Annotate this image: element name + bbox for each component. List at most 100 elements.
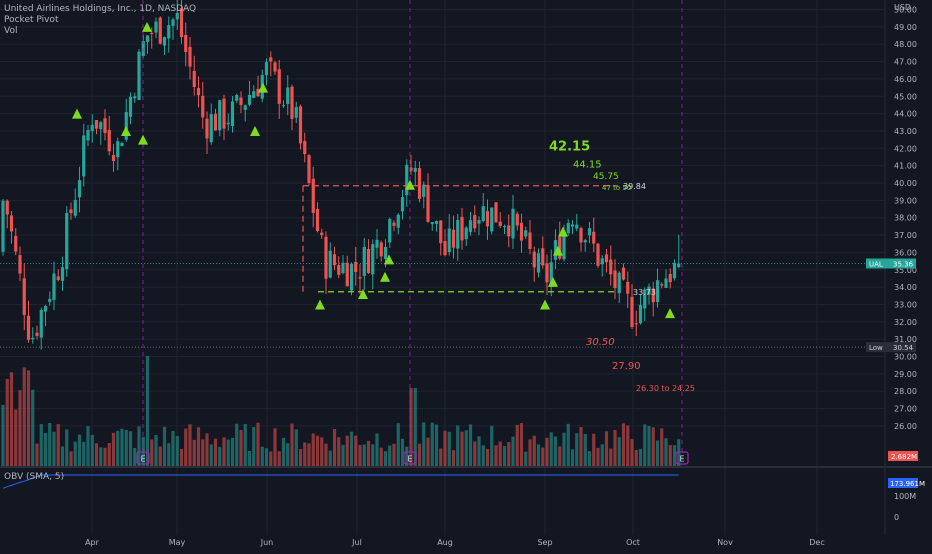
legend-vol: Vol <box>4 26 18 36</box>
candle-body <box>541 248 545 266</box>
candle-body <box>388 218 392 243</box>
candle-body <box>332 254 337 266</box>
volume-bar <box>638 448 643 466</box>
volume-bar <box>264 448 269 466</box>
candle-body <box>243 105 247 110</box>
candle-body <box>430 222 434 225</box>
volume-bar <box>400 438 405 466</box>
volume-bar <box>65 429 69 466</box>
candle-body <box>298 106 303 144</box>
candle-body <box>133 96 137 99</box>
candle-body <box>362 246 366 276</box>
candle-body <box>303 140 307 154</box>
price-tick-label: 49.00 <box>894 23 917 32</box>
candle-body <box>111 154 116 162</box>
price-tick-label: 43.00 <box>894 127 917 136</box>
price-tick-label: 37.00 <box>894 231 917 240</box>
volume-bar <box>413 388 417 466</box>
volume-bar <box>150 439 154 466</box>
volume-bar <box>124 429 128 466</box>
volume-bar <box>171 430 175 466</box>
volume-bar <box>196 427 201 466</box>
candle-body <box>86 130 90 141</box>
candle-body <box>494 202 498 223</box>
candle-body <box>281 105 286 107</box>
volume-bar <box>621 423 626 466</box>
volume-bar <box>260 446 264 466</box>
obv-badge: 173.961M <box>888 478 925 488</box>
volume-bar <box>218 446 222 466</box>
candle-body <box>77 180 82 198</box>
candle-body <box>545 263 549 283</box>
candle-body <box>154 21 158 33</box>
volume-bar <box>456 425 460 466</box>
last-price-badge: UAL 35.36 <box>866 258 916 269</box>
volume-bar <box>422 422 426 466</box>
price-tick-label: 30.00 <box>894 353 917 362</box>
volume-bar <box>201 439 205 466</box>
volume-bar <box>579 427 583 466</box>
candle-body <box>90 124 94 132</box>
earnings-box <box>675 451 689 465</box>
candle-body <box>400 197 405 212</box>
earnings-box <box>403 451 417 465</box>
candle-body <box>468 220 473 232</box>
price-tick-label: 45.00 <box>894 92 917 101</box>
price-tick-label: 31.00 <box>894 335 917 344</box>
obv-badge-value: 173.961M <box>890 480 925 488</box>
price-tick-label: 33.00 <box>894 300 917 309</box>
volume-bar <box>26 370 31 466</box>
candle-body <box>524 230 528 237</box>
volume-bar <box>575 433 579 466</box>
candle-body <box>124 112 128 140</box>
target-44-15: 44.15 <box>573 160 602 171</box>
downside-26-30-to-24-25: 26.30 to 24.25 <box>636 384 695 393</box>
legend-pocket-pivot: Pocket Pivot <box>4 15 59 25</box>
volume-bar <box>417 443 422 466</box>
volume-bar <box>281 437 286 466</box>
volume-bar <box>35 443 39 466</box>
earnings-marker: E <box>403 451 417 465</box>
volume-bar <box>498 441 502 466</box>
volume-bar <box>430 422 434 466</box>
candle-body <box>94 120 99 129</box>
volume-bar <box>570 449 575 466</box>
volume-bar <box>133 447 137 466</box>
candle-body <box>477 219 481 224</box>
candle-body <box>609 259 613 275</box>
volume-bar <box>184 428 188 466</box>
candle-body <box>213 113 218 131</box>
price-tick-label: 26.00 <box>894 422 917 431</box>
candle-body <box>643 289 647 309</box>
volume-bar <box>502 446 507 466</box>
last-price-badge-bg <box>866 258 916 269</box>
candle-body <box>587 228 592 236</box>
candle-body <box>235 94 239 101</box>
volume-bar <box>162 426 167 466</box>
price-tick-label: 36.00 <box>894 248 917 257</box>
candle-body <box>184 35 188 53</box>
pocket-pivot-arrow <box>138 134 148 145</box>
candle-body <box>660 284 664 286</box>
candle-body <box>167 25 171 39</box>
volume-bar <box>337 437 341 466</box>
candle-body <box>277 69 281 104</box>
volume-bar <box>252 427 256 466</box>
volume-bar <box>137 426 141 466</box>
candle-body <box>651 288 655 303</box>
earnings-box <box>136 451 150 465</box>
pocket-pivot-arrow <box>380 271 390 282</box>
volume-bar <box>128 431 133 466</box>
volume-bar <box>209 444 213 466</box>
volume-bar <box>600 444 604 466</box>
volume-bar <box>354 435 358 466</box>
volume-bar <box>447 431 451 466</box>
candle-body <box>39 310 43 338</box>
candle-body <box>417 168 422 199</box>
candle-body <box>371 244 375 275</box>
volume-bar <box>349 431 354 466</box>
candle-body <box>43 306 48 312</box>
candle-body <box>604 254 609 263</box>
time-label-apr: Apr <box>85 538 100 547</box>
